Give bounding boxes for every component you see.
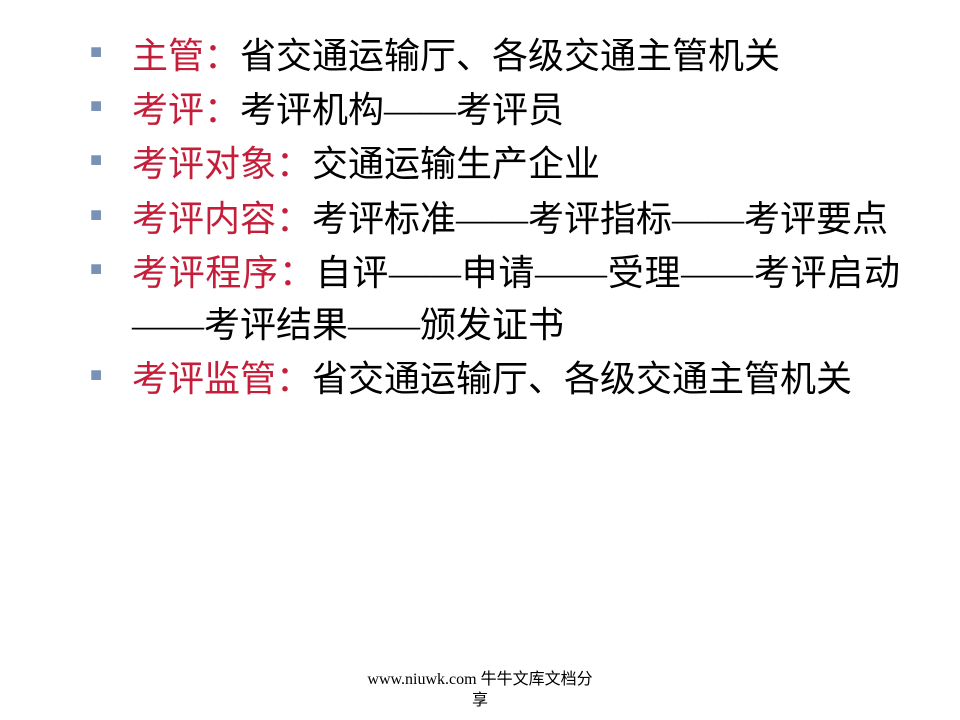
- list-item: 主管：省交通运输厅、各级交通主管机关: [90, 30, 900, 82]
- item-label: 主管：: [132, 36, 240, 76]
- item-text: 考评标准——考评指标——考评要点: [312, 199, 888, 239]
- item-text: 考评机构——考评员: [240, 90, 564, 130]
- footer-line-2: 享: [0, 691, 960, 712]
- footer: www.niuwk.com 牛牛文库文档分 享: [0, 670, 960, 712]
- list-item: 考评内容：考评标准——考评指标——考评要点: [90, 193, 900, 245]
- list-item: 考评对象：交通运输生产企业: [90, 138, 900, 190]
- item-label: 考评对象：: [132, 144, 312, 184]
- item-label: 考评内容：: [132, 199, 312, 239]
- item-text: 省交通运输厅、各级交通主管机关: [240, 36, 780, 76]
- item-text: 省交通运输厅、各级交通主管机关: [312, 359, 852, 399]
- slide-content: 主管：省交通运输厅、各级交通主管机关 考评：考评机构——考评员 考评对象：交通运…: [0, 0, 960, 405]
- item-label: 考评监管：: [132, 359, 312, 399]
- item-text: 交通运输生产企业: [312, 144, 600, 184]
- list-item: 考评：考评机构——考评员: [90, 84, 900, 136]
- bullet-list: 主管：省交通运输厅、各级交通主管机关 考评：考评机构——考评员 考评对象：交通运…: [90, 30, 900, 405]
- item-label: 考评程序：: [132, 253, 316, 293]
- footer-line-1: www.niuwk.com 牛牛文库文档分: [0, 670, 960, 691]
- list-item: 考评程序：自评——申请——受理——考评启动——考评结果——颁发证书: [90, 247, 900, 351]
- item-label: 考评：: [132, 90, 240, 130]
- list-item: 考评监管：省交通运输厅、各级交通主管机关: [90, 353, 900, 405]
